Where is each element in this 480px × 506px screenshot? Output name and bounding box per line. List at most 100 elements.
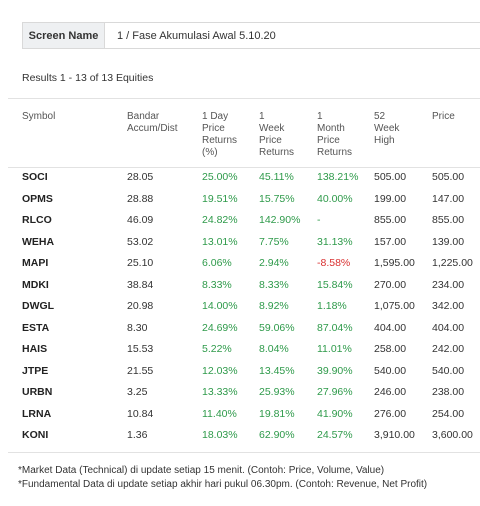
- month-return-cell: 24.57%: [317, 429, 353, 441]
- day-return-cell: 25.00%: [202, 171, 238, 183]
- table-row[interactable]: DWGL 20.98 14.00% 8.92% 1.18% 1,075.00 342.00: [0, 296, 480, 317]
- table-header: Symbol Bandar Accum/Dist 1 Day Price Ret…: [0, 111, 480, 163]
- month-return-cell: 1.18%: [317, 300, 347, 312]
- table-row[interactable]: RLCO 46.09 24.82% 142.90% - 855.00 855.00: [0, 210, 480, 231]
- week-return-cell: 8.04%: [259, 343, 289, 355]
- table-header-divider: [8, 167, 480, 168]
- day-return-cell: 13.01%: [202, 235, 238, 248]
- price-cell: 404.00: [432, 321, 465, 334]
- screen-name-box: Screen Name 1 / Fase Akumulasi Awal 5.10…: [22, 22, 480, 49]
- price-cell: 855.00: [432, 214, 465, 226]
- week52-high-cell: 1,595.00: [374, 257, 415, 269]
- week-return-cell: 13.45%: [259, 364, 295, 377]
- table-row[interactable]: SOCI 28.05 25.00% 45.11% 138.21% 505.00 505.00: [0, 167, 480, 188]
- month-return-cell: 15.84%: [317, 278, 353, 291]
- symbol-cell[interactable]: MAPI: [22, 257, 49, 269]
- symbol-cell[interactable]: HAIS: [22, 343, 48, 355]
- week52-high-cell: 505.00: [374, 171, 407, 183]
- price-cell: 1,225.00: [432, 257, 473, 269]
- symbol-cell[interactable]: WEHA: [22, 235, 55, 248]
- column-header-bandar[interactable]: Bandar Accum/Dist: [127, 111, 178, 134]
- week52-high-cell: 1,075.00: [374, 300, 415, 312]
- price-cell: 234.00: [432, 278, 465, 291]
- price-cell: 3,600.00: [432, 429, 473, 441]
- week-return-cell: 62.90%: [259, 429, 295, 441]
- table-row[interactable]: URBN 3.25 13.33% 25.93% 27.96% 246.00 238.00: [0, 382, 480, 403]
- week-return-cell: 8.33%: [259, 278, 289, 291]
- price-cell: 242.00: [432, 343, 465, 355]
- price-cell: 254.00: [432, 407, 465, 420]
- month-return-cell: 138.21%: [317, 171, 359, 183]
- column-header-1month-return[interactable]: 1 Month Price Returns: [317, 111, 353, 158]
- table-row[interactable]: LRNA 10.84 11.40% 19.81% 41.90% 276.00 254.00: [0, 404, 480, 425]
- column-header-1week-return[interactable]: 1 Week Price Returns: [259, 111, 295, 158]
- table-row[interactable]: MDKI 38.84 8.33% 8.33% 15.84% 270.00 234.00: [0, 275, 480, 296]
- column-header-52week-high[interactable]: 52 Week High: [374, 111, 400, 146]
- day-return-cell: 6.06%: [202, 257, 232, 269]
- symbol-cell[interactable]: SOCI: [22, 171, 48, 183]
- week52-high-cell: 246.00: [374, 386, 407, 398]
- price-cell: 147.00: [432, 192, 465, 205]
- column-header-1day-return[interactable]: 1 Day Price Returns (%): [202, 111, 238, 158]
- week-return-cell: 15.75%: [259, 192, 295, 205]
- month-return-cell: 40.00%: [317, 192, 353, 205]
- bandar-cell: 15.53: [127, 343, 154, 355]
- table-row[interactable]: OPMS 28.88 19.51% 15.75% 40.00% 199.00 147.00: [0, 189, 480, 210]
- day-return-cell: 11.40%: [202, 407, 237, 420]
- symbol-cell[interactable]: JTPE: [22, 364, 49, 377]
- week-return-cell: 7.75%: [259, 235, 289, 248]
- month-return-cell: 31.13%: [317, 235, 353, 248]
- symbol-cell[interactable]: RLCO: [22, 214, 52, 226]
- week52-high-cell: 258.00: [374, 343, 407, 355]
- month-return-cell: -8.58%: [317, 257, 351, 269]
- table-row[interactable]: WEHA 53.02 13.01% 7.75% 31.13% 157.00 139.00: [0, 232, 480, 253]
- price-cell: 505.00: [432, 171, 465, 183]
- table-row[interactable]: KONI 1.36 18.03% 62.90% 24.57% 3,910.00 3,600.…: [0, 425, 480, 446]
- week-return-cell: 8.92%: [259, 300, 289, 312]
- screen-name-label: Screen Name: [23, 23, 105, 48]
- symbol-cell[interactable]: DWGL: [22, 300, 55, 312]
- week-return-cell: 2.94%: [259, 257, 289, 269]
- symbol-cell[interactable]: MDKI: [22, 278, 49, 291]
- month-return-cell: 41.90%: [317, 407, 353, 420]
- month-return-cell: -: [317, 214, 321, 226]
- price-cell: 238.00: [432, 386, 465, 398]
- symbol-cell[interactable]: ESTA: [22, 321, 50, 334]
- day-return-cell: 5.22%: [202, 343, 232, 355]
- table-bottom-divider: [8, 452, 480, 453]
- bandar-cell: 46.09: [127, 214, 154, 226]
- symbol-cell[interactable]: KONI: [22, 429, 49, 441]
- price-cell: 342.00: [432, 300, 465, 312]
- day-return-cell: 14.00%: [202, 300, 238, 312]
- bandar-cell: 8.30: [127, 321, 148, 334]
- column-header-price[interactable]: Price: [432, 111, 455, 122]
- day-return-cell: 19.51%: [202, 192, 238, 205]
- bandar-cell: 53.02: [127, 235, 154, 248]
- month-return-cell: 39.90%: [317, 364, 353, 377]
- symbol-cell[interactable]: URBN: [22, 386, 53, 398]
- day-return-cell: 13.33%: [202, 386, 238, 398]
- price-cell: 540.00: [432, 364, 465, 377]
- screen-name-value[interactable]: 1 / Fase Akumulasi Awal 5.10.20: [117, 29, 276, 42]
- week-return-cell: 59.06%: [259, 321, 295, 334]
- week52-high-cell: 199.00: [374, 192, 407, 205]
- column-header-symbol[interactable]: Symbol: [22, 111, 56, 122]
- bandar-cell: 25.10: [127, 257, 154, 269]
- week52-high-cell: 540.00: [374, 364, 407, 377]
- day-return-cell: 12.03%: [202, 364, 238, 377]
- table-top-divider: [8, 98, 480, 99]
- month-return-cell: 11.01%: [317, 343, 352, 355]
- week-return-cell: 19.81%: [259, 407, 295, 420]
- table-row[interactable]: JTPE 21.55 12.03% 13.45% 39.90% 540.00 540.00: [0, 361, 480, 382]
- symbol-cell[interactable]: LRNA: [22, 407, 52, 420]
- table-row[interactable]: HAIS 15.53 5.22% 8.04% 11.01% 258.00 242.00: [0, 339, 480, 360]
- bandar-cell: 10.84: [127, 407, 154, 420]
- bandar-cell: 28.05: [127, 171, 154, 183]
- week-return-cell: 45.11%: [259, 171, 294, 183]
- table-row[interactable]: ESTA 8.30 24.69% 59.06% 87.04% 404.00 404.00: [0, 318, 480, 339]
- day-return-cell: 18.03%: [202, 429, 238, 441]
- table-row[interactable]: MAPI 25.10 6.06% 2.94% -8.58% 1,595.00 1,225.0…: [0, 253, 480, 274]
- symbol-cell[interactable]: OPMS: [22, 192, 53, 205]
- week52-high-cell: 855.00: [374, 214, 407, 226]
- day-return-cell: 24.82%: [202, 214, 238, 226]
